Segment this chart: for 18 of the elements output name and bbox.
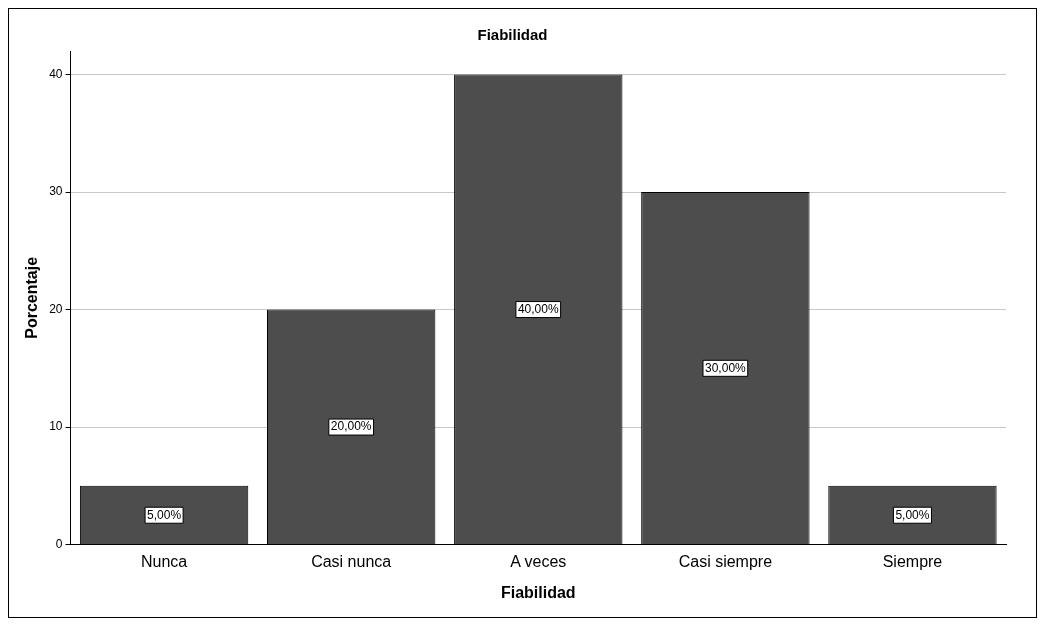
y-tick-label: 30 xyxy=(49,184,63,199)
x-tick-label: Casi siempre xyxy=(678,552,773,570)
y-axis-title: Porcentaje xyxy=(23,256,41,339)
x-tick-label: Nunca xyxy=(140,552,188,570)
x-axis-title: Fiabilidad xyxy=(500,583,576,601)
y-tick-label: 20 xyxy=(49,301,63,316)
data-label: 20,00% xyxy=(330,419,372,434)
data-label: 5,00% xyxy=(895,507,930,522)
data-label: 40,00% xyxy=(517,301,559,316)
data-label: 30,00% xyxy=(705,360,747,375)
x-tick-label: Casi nunca xyxy=(311,552,392,570)
x-tick-label: Siempre xyxy=(882,552,943,570)
x-tick-label: A veces xyxy=(510,552,567,570)
y-tick-label: 10 xyxy=(49,419,63,434)
y-tick-label: 0 xyxy=(55,536,63,551)
chart-title: Fiabilidad xyxy=(477,26,548,44)
data-label: 5,00% xyxy=(147,507,182,522)
y-tick-label: 40 xyxy=(49,66,63,81)
